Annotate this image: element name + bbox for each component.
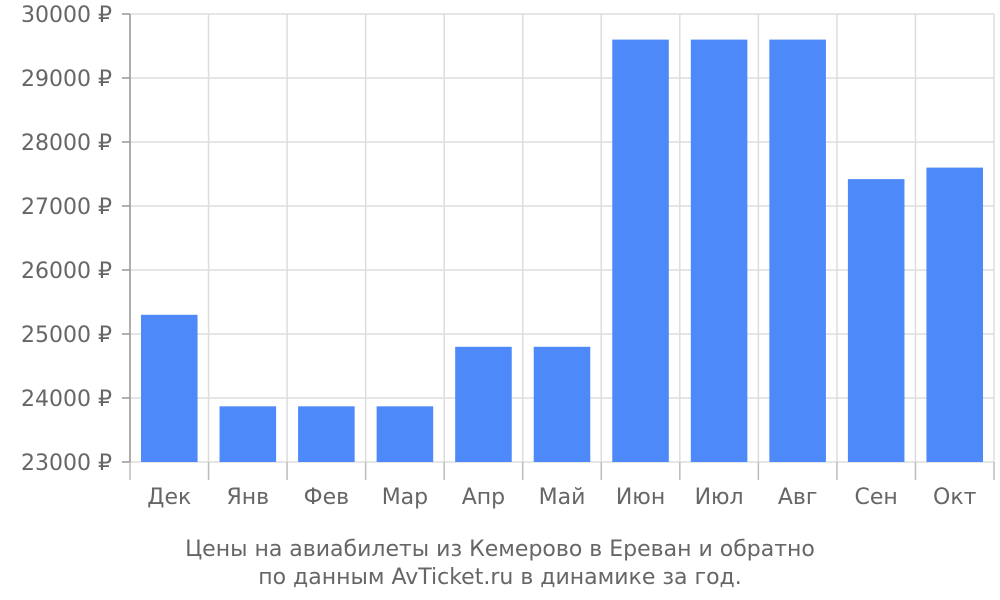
caption-line-1: Цены на авиабилеты из Кемерово в Ереван … xyxy=(185,537,815,562)
bar-8 xyxy=(690,39,748,462)
axis-layer xyxy=(122,13,995,480)
y-tick-label: 30000 ₽ xyxy=(21,3,112,28)
y-tick-label: 29000 ₽ xyxy=(21,67,112,92)
chart-caption: Цены на авиабилеты из Кемерово в Ереван … xyxy=(185,537,815,590)
y-tick-label: 27000 ₽ xyxy=(21,195,112,220)
bar-7 xyxy=(612,39,669,462)
caption-line-2: по данным AvTicket.ru в динамике за год. xyxy=(258,565,742,590)
x-tick-label: Июн xyxy=(616,485,665,510)
x-tick-label: Сен xyxy=(855,485,898,510)
bar-2 xyxy=(219,406,277,462)
bar-10 xyxy=(847,179,905,462)
x-tick-label: Фев xyxy=(304,485,349,510)
y-tick-label: 24000 ₽ xyxy=(21,387,112,412)
x-tick-label: Апр xyxy=(462,485,505,510)
bar-4 xyxy=(376,406,434,462)
bar-3 xyxy=(298,406,355,462)
x-tick-label: Дек xyxy=(147,485,191,510)
bar-11 xyxy=(926,167,984,462)
y-axis-labels: 23000 ₽ 24000 ₽ 25000 ₽ 26000 ₽ 27000 ₽ 28000… xyxy=(21,3,112,476)
bar-5 xyxy=(455,346,512,462)
x-tick-label: Мар xyxy=(382,485,428,510)
bar-1 xyxy=(140,314,198,462)
bar-9 xyxy=(769,39,826,462)
x-tick-label: Окт xyxy=(933,485,977,510)
y-tick-label: 25000 ₽ xyxy=(21,323,112,348)
x-tick-label: Май xyxy=(539,485,586,510)
x-tick-label: Янв xyxy=(226,485,269,510)
x-axis-labels: Дек Янв Фев Мар Апр Май Июн Июл Авг Сен Окт xyxy=(147,485,976,510)
grid-layer xyxy=(129,13,995,463)
y-tick-label: 28000 ₽ xyxy=(21,131,112,156)
y-tick-label: 23000 ₽ xyxy=(21,451,112,476)
y-tick-label: 26000 ₽ xyxy=(21,259,112,284)
x-tick-label: Авг xyxy=(778,485,818,510)
x-tick-label: Июл xyxy=(695,485,744,510)
bar-6 xyxy=(533,346,591,462)
bars-layer xyxy=(140,39,984,462)
